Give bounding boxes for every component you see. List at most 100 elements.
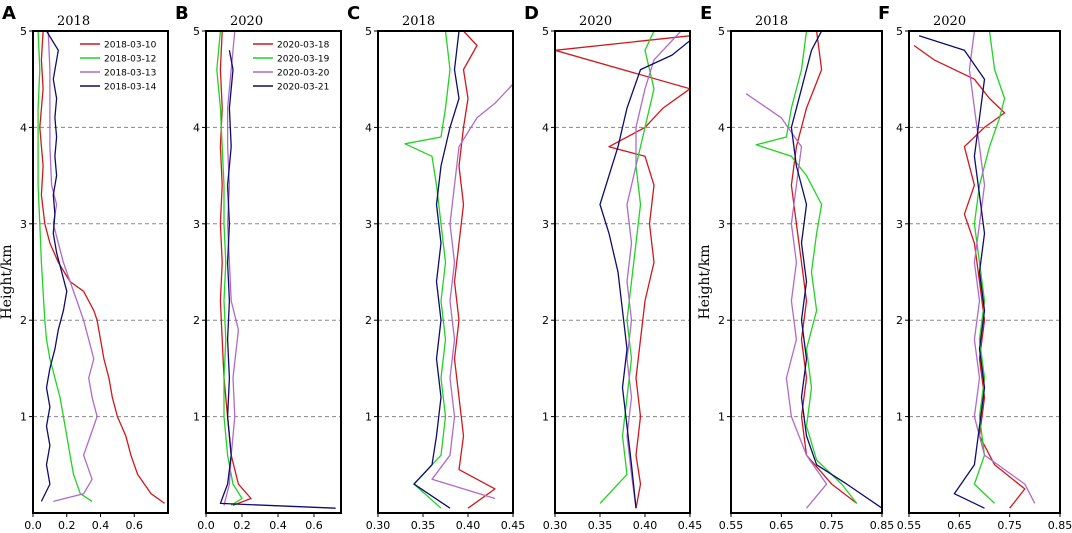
series-line-2018-03-10 [453, 31, 496, 509]
y-tick-label: 3 [718, 218, 725, 231]
series-group [745, 31, 882, 509]
x-tick-label: 0.65 [947, 519, 972, 532]
x-tick-label: 0.4 [92, 519, 110, 532]
y-tick-label: 2 [896, 314, 903, 327]
panel-f: 1 2 3 4 5 0.55 0.65 0.75 0.85 F 2020 [878, 3, 1072, 532]
y-tick-label: 1 [365, 411, 372, 424]
series-line-2020-03-20 [968, 31, 1036, 504]
y-tick-label: 1 [193, 411, 200, 424]
x-tick-label: 0.85 [870, 519, 895, 532]
series-line-2018-03-13 [745, 93, 828, 509]
y-tick-label: 3 [193, 218, 200, 231]
x-tick-label: 0.35 [411, 519, 436, 532]
panel-letter: D [524, 3, 539, 24]
y-tick-label: 4 [718, 121, 725, 134]
panel-year-title: 2018 [57, 14, 90, 29]
x-tick-label: 0.45 [678, 519, 703, 532]
legend-label: 2018-03-10 [104, 41, 157, 51]
y-tick-label: 5 [896, 25, 903, 38]
panel-letter: C [347, 3, 360, 24]
y-tick-label: 2 [542, 314, 549, 327]
series-line-2018-03-14 [40, 31, 68, 502]
series-line-2020-03-21 [219, 50, 336, 509]
series-line-2020-03-21 [918, 35, 986, 509]
y-tick-label: 1 [20, 411, 27, 424]
plot-frame [377, 30, 514, 514]
x-tick-label: 0.30 [366, 519, 391, 532]
panel-year-title: 2018 [402, 14, 435, 29]
panel-year-title: 2018 [755, 14, 788, 29]
plot-frame [730, 30, 883, 514]
series-line-2020-03-21 [599, 40, 690, 509]
x-tick-label: 0.45 [501, 519, 526, 532]
x-tick-label: 0.85 [1048, 519, 1072, 532]
legend-label: 2018-03-12 [104, 55, 156, 65]
series-line-2020-03-18 [913, 44, 1026, 509]
legend-label: 2018-03-14 [104, 83, 157, 93]
y-tick-label: 2 [365, 314, 372, 327]
series-line-2018-03-13 [47, 31, 98, 503]
y-tick-label: 3 [896, 218, 903, 231]
y-tick-label: 4 [20, 121, 27, 134]
x-tick-label: 0.40 [456, 519, 481, 532]
x-tick-label: 0.65 [769, 519, 794, 532]
x-tick-label: 0.75 [819, 519, 844, 532]
legend-label: 2020-03-20 [277, 69, 330, 79]
x-tick-label: 0.6 [305, 519, 323, 532]
series-line-2018-03-12 [37, 31, 93, 502]
panel-letter: E [700, 3, 712, 24]
x-tick-label: 0.35 [588, 519, 613, 532]
x-tick-label: 0.40 [633, 519, 658, 532]
y-tick-label: 4 [193, 121, 200, 134]
panel-letter: A [2, 3, 16, 24]
panel-c: 1 2 3 4 5 0.30 0.35 0.40 0.45 C 2018 [347, 3, 525, 532]
panel-letter: B [175, 3, 189, 24]
series-line-2018-03-10 [39, 31, 165, 504]
x-tick-label: 0.55 [897, 519, 922, 532]
series-line-2020-03-20 [223, 31, 240, 506]
x-tick-label: 0.6 [126, 519, 144, 532]
series-line-2018-03-13 [431, 83, 513, 500]
y-tick-label: 5 [718, 25, 725, 38]
series-group [37, 31, 165, 504]
x-tick-label: 0.55 [719, 519, 744, 532]
series-group [913, 31, 1036, 509]
series-line-2020-03-18 [555, 35, 690, 509]
legend-label: 2020-03-18 [277, 41, 330, 51]
series-line-2020-03-19 [973, 31, 1006, 504]
x-tick-label: 0.0 [197, 519, 215, 532]
series-group [555, 31, 690, 509]
y-tick-label: 3 [365, 218, 372, 231]
legend: 2020-03-18 2020-03-19 2020-03-20 2020-03-21 [253, 41, 330, 93]
panel-year-title: 2020 [933, 14, 966, 29]
x-tick-label: 0.2 [233, 519, 251, 532]
y-axis-label: Height/km [0, 244, 15, 319]
plot-frame [32, 30, 169, 514]
series-group [404, 31, 513, 509]
plot-frame [554, 30, 691, 514]
y-tick-label: 1 [542, 411, 549, 424]
series-line-2018-03-14 [413, 31, 460, 509]
y-tick-label: 5 [365, 25, 372, 38]
y-tick-label: 5 [542, 25, 549, 38]
y-tick-label: 2 [193, 314, 200, 327]
y-tick-label: 5 [20, 25, 27, 38]
y-tick-label: 5 [193, 25, 200, 38]
x-tick-label: 0.30 [543, 519, 568, 532]
y-tick-label: 4 [542, 121, 549, 134]
y-tick-label: 1 [718, 411, 725, 424]
panel-e: 1 2 3 4 5 0.55 0.65 0.75 0.85 E 2018 Height/km [697, 3, 894, 532]
legend-label: 2020-03-21 [277, 83, 329, 93]
plot-frame [908, 30, 1061, 514]
series-group [216, 31, 336, 509]
legend: 2018-03-10 2018-03-12 2018-03-13 2018-03-14 [80, 41, 157, 93]
series-line-2020-03-19 [216, 31, 243, 506]
legend-label: 2020-03-19 [277, 55, 330, 65]
y-tick-label: 2 [20, 314, 27, 327]
x-tick-label: 0.2 [58, 519, 76, 532]
y-axis-label: Height/km [697, 244, 713, 319]
panel-a: 1 2 3 4 5 0.0 0.2 0.4 0.6 A 2018 Height/km 2018-03-1… [0, 3, 169, 532]
x-tick-label: 0.0 [24, 519, 42, 532]
